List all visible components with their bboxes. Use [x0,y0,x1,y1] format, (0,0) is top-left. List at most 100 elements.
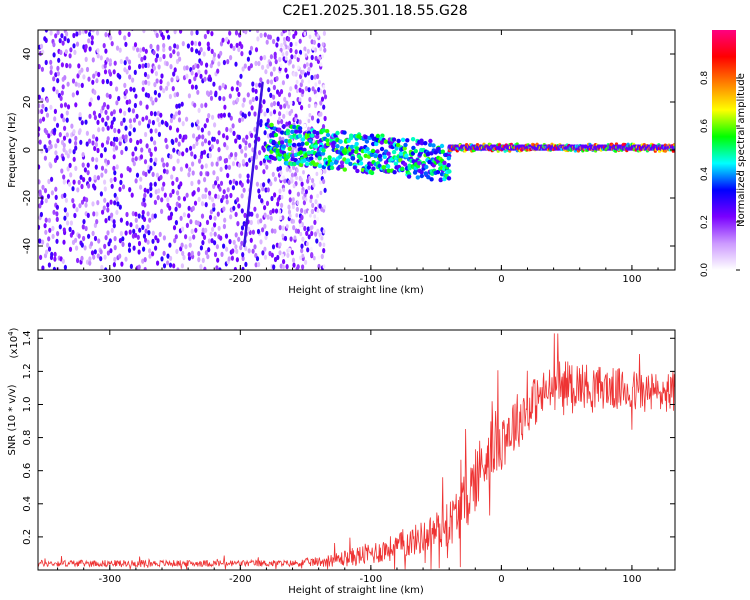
noise-cell [271,171,275,177]
noise-cell [215,161,219,167]
noise-cell [264,187,268,193]
noise-cell [172,147,176,153]
noise-cell [83,167,87,173]
noise-cell [151,238,155,244]
noise-cell [203,193,207,199]
noise-cell [173,43,177,49]
noise-cell [221,82,225,88]
noise-cell [162,53,166,60]
noise-cell [173,67,177,73]
noise-cell [41,265,45,270]
noise-cell [153,90,157,96]
noise-cell [59,49,63,56]
noise-cell [66,38,70,44]
noise-cell [115,209,119,215]
noise-cell [75,41,80,47]
noise-cell [91,134,96,140]
noise-cell [169,22,172,27]
noise-cell [144,237,148,243]
noise-cell [141,116,145,122]
noise-cell [301,89,305,95]
noise-cell [89,241,94,247]
noise-cell [70,123,74,129]
noise-cell [106,104,110,110]
noise-cell [177,195,181,201]
noise-cell [78,203,82,209]
noise-cell [105,57,110,63]
noise-cell [109,199,113,205]
noise-cell [287,30,291,32]
noise-cell [160,157,164,163]
noise-cell [221,37,225,43]
noise-cell [279,89,284,95]
noise-cell [43,188,48,194]
noise-cell [241,66,245,72]
y-tick-label: -40 [22,238,33,254]
noise-cell [95,136,99,142]
noise-cell [155,172,159,178]
noise-cell [139,154,144,160]
faint-noise-cell [281,52,285,57]
noise-cell [52,52,56,58]
broad-signal-cell [438,177,443,183]
noise-cell [166,253,170,259]
noise-cell [229,192,233,199]
noise-cell [149,128,153,134]
noise-cell [108,93,112,100]
noise-cell [144,131,148,138]
broad-signal-cell [292,124,297,130]
noise-cell [44,30,48,33]
noise-cell [263,32,267,38]
noise-cell [155,78,159,84]
noise-cell [145,104,149,110]
noise-cell [151,100,155,106]
noise-cell [65,31,69,37]
noise-cell [58,224,62,230]
noise-cell [53,251,57,257]
noise-cell [205,62,209,68]
faint-noise-cell [280,31,284,37]
noise-cell [137,213,141,219]
noise-cell [222,206,226,212]
noise-cell [53,256,57,262]
noise-cell [89,97,93,103]
faint-noise-cell [308,113,312,118]
noise-cell [292,164,296,171]
noise-cell [207,113,211,119]
noise-cell [303,225,307,232]
noise-cell [208,194,212,200]
noise-cell [106,115,110,121]
noise-cell [133,42,138,48]
noise-cell [170,77,174,83]
noise-cell [253,206,257,212]
noise-cell [284,30,288,33]
noise-cell [225,246,229,252]
broad-signal-cell [284,138,289,144]
faint-noise-cell [297,53,301,58]
noise-cell [52,42,56,48]
noise-cell [159,85,163,91]
noise-cell [85,130,89,136]
noise-cell [63,192,67,198]
noise-cell [49,30,53,36]
colorbar-tick-label: 0.6 [700,119,710,134]
noise-cell [312,39,316,45]
noise-cell [209,209,213,215]
noise-cell [171,188,175,195]
noise-cell [187,93,191,99]
noise-cell [106,250,110,256]
faint-noise-cell [288,31,291,36]
noise-cell [292,225,296,231]
noise-cell [271,208,275,214]
noise-cell [300,208,304,214]
noise-cell [47,133,51,139]
noise-cell [224,157,229,164]
noise-cell [175,75,179,81]
noise-cell [59,95,63,101]
noise-cell [225,36,229,43]
noise-cell [190,151,194,157]
noise-cell [290,250,294,256]
noise-cell [124,88,128,95]
noise-cell [139,176,143,182]
